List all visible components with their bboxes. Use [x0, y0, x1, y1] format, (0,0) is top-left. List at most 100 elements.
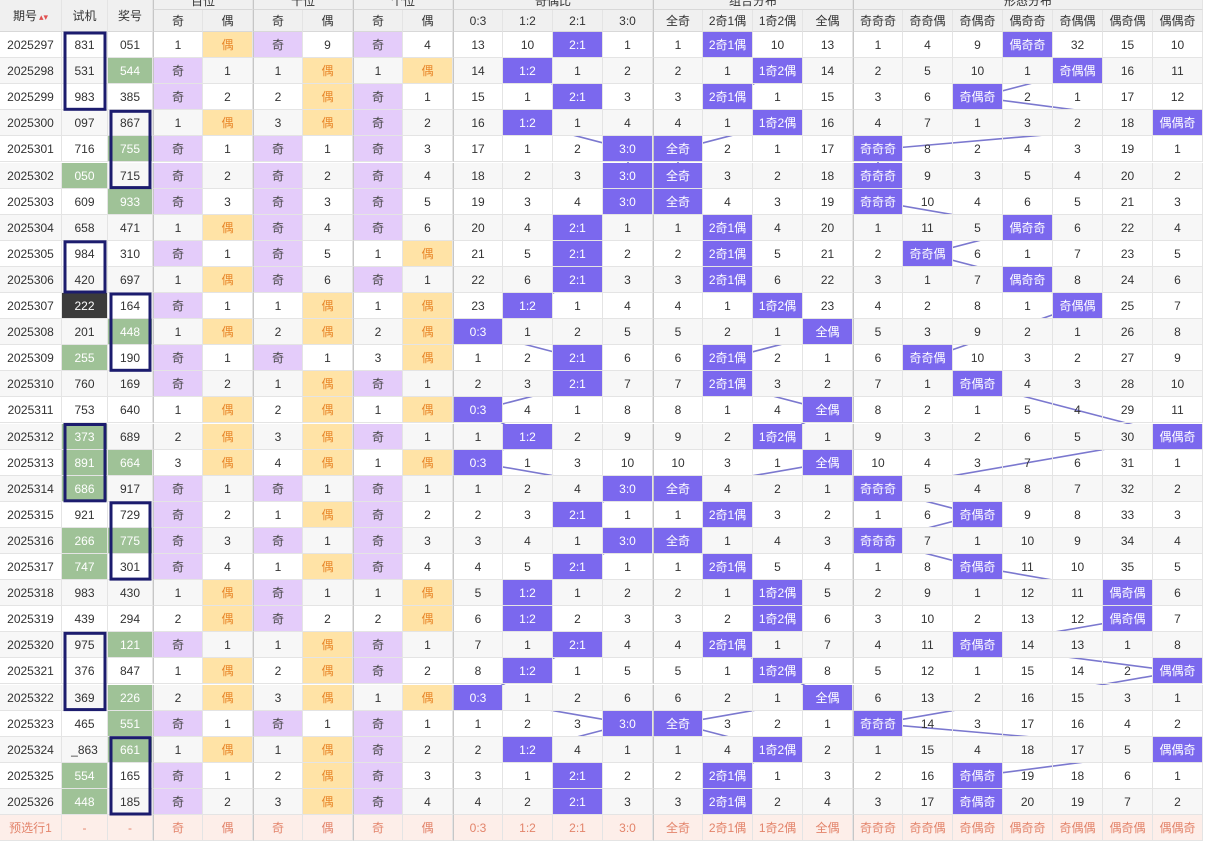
- shape-cell: 1: [953, 658, 1003, 685]
- ratio-hit-cell: 0:3: [453, 319, 503, 346]
- hundreds-odd-cell: 奇: [153, 345, 203, 372]
- shape-cell: 33: [1103, 501, 1153, 528]
- combo-cell: 3: [653, 84, 703, 111]
- units-even-cell: 偶: [403, 293, 453, 320]
- period-cell: 2025301: [0, 136, 62, 163]
- shape-cell: 15: [1103, 32, 1153, 59]
- subheader-ratio-0: 0:3: [453, 10, 503, 32]
- ratio-cell: 4: [503, 527, 553, 554]
- hundreds-even-cell: 偶: [203, 580, 253, 607]
- ratio-cell: 2: [603, 58, 653, 85]
- shape-cell: 17: [903, 788, 953, 815]
- ratio-cell: 7: [603, 371, 653, 398]
- trial-number-cell: 097: [62, 110, 108, 137]
- ratio-cell: 13: [453, 32, 503, 59]
- footer-select-f-4[interactable]: 奇偶偶: [1053, 815, 1103, 841]
- footer-select-b-1[interactable]: 偶: [203, 815, 253, 841]
- period-cell: 2025321: [0, 658, 62, 685]
- footer-select-r-3[interactable]: 3:0: [603, 815, 653, 841]
- shape-cell: 24: [1103, 266, 1153, 293]
- footer-select-r-1[interactable]: 1:2: [503, 815, 553, 841]
- combo-cell: 4: [653, 293, 703, 320]
- shape-cell: 10: [1003, 527, 1053, 554]
- hundreds-odd-cell: 奇: [153, 788, 203, 815]
- footer-select-c-0[interactable]: 全奇: [653, 815, 703, 841]
- shape-hit-cell: 偶偶奇: [1153, 658, 1203, 685]
- shape-hit-cell: 奇偶偶: [1053, 58, 1103, 85]
- shape-hit-cell: 偶偶奇: [1153, 110, 1203, 137]
- shape-cell: 5: [903, 58, 953, 85]
- hundreds-odd-cell: 奇: [153, 240, 203, 267]
- footer-select-f-3[interactable]: 偶奇奇: [1003, 815, 1053, 841]
- footer-select-r-2[interactable]: 2:1: [553, 815, 603, 841]
- footer-select-g-1[interactable]: 偶: [403, 815, 453, 841]
- shape-hit-cell: 偶奇奇: [1003, 32, 1053, 59]
- shape-cell: 7: [1103, 788, 1153, 815]
- footer-select-f-5[interactable]: 偶奇偶: [1103, 815, 1153, 841]
- subheader-shape-0: 奇奇奇: [853, 10, 903, 32]
- hundreds-even-cell: 偶: [203, 319, 253, 346]
- shape-cell: 1: [1153, 449, 1203, 476]
- period-cell: 2025305: [0, 240, 62, 267]
- combo-cell: 2: [753, 710, 803, 737]
- combo-cell: 1: [803, 345, 853, 372]
- footer-select-b-0[interactable]: 奇: [153, 815, 203, 841]
- subheader-ratio-1: 1:2: [503, 10, 553, 32]
- shape-cell: 1: [953, 527, 1003, 554]
- units-odd-cell: 1: [353, 58, 403, 85]
- trial-number-cell: 975: [62, 632, 108, 659]
- tens-odd-cell: 奇: [253, 580, 303, 607]
- shape-cell: 1: [903, 266, 953, 293]
- shape-cell: 4: [1003, 136, 1053, 163]
- ratio-hit-cell: 1:2: [503, 58, 553, 85]
- win-number-cell: 190: [108, 345, 153, 372]
- tens-even-cell: 偶: [303, 293, 353, 320]
- ratio-hit-cell: 2:1: [553, 266, 603, 293]
- ratio-cell: 4: [553, 736, 603, 763]
- ratio-cell: 1: [603, 214, 653, 241]
- hundreds-odd-cell: 奇: [153, 527, 203, 554]
- win-number-cell: 051: [108, 32, 153, 59]
- trial-number-cell: 753: [62, 397, 108, 424]
- period-cell: 2025311: [0, 397, 62, 424]
- footer-select-r-0[interactable]: 0:3: [453, 815, 503, 841]
- tens-odd-cell: 1: [253, 736, 303, 763]
- footer-select-f-1[interactable]: 奇奇偶: [903, 815, 953, 841]
- period-header[interactable]: 期号 ▴▾: [0, 0, 62, 32]
- win-number-cell: 430: [108, 580, 153, 607]
- units-odd-cell: 奇: [353, 475, 403, 502]
- footer-select-g-0[interactable]: 奇: [353, 815, 403, 841]
- win-number-cell: 551: [108, 710, 153, 737]
- shape-cell: 3: [1003, 110, 1053, 137]
- shape-hit-cell: 奇偶奇: [953, 501, 1003, 528]
- combo-cell: 19: [803, 188, 853, 215]
- combo-cell: 1: [703, 293, 753, 320]
- footer-select-c-2[interactable]: 1奇2偶: [753, 815, 803, 841]
- ratio-cell: 2: [603, 762, 653, 789]
- footer-select-f-6[interactable]: 偶偶奇: [1153, 815, 1203, 841]
- combo-cell: 9: [653, 423, 703, 450]
- shape-hit-cell: 奇奇奇: [853, 710, 903, 737]
- ratio-cell: 3: [453, 527, 503, 554]
- footer-select-s-0[interactable]: 奇: [253, 815, 303, 841]
- footer-select-c-3[interactable]: 全偶: [803, 815, 853, 841]
- ratio-cell: 9: [603, 423, 653, 450]
- ratio-cell: 2: [503, 345, 553, 372]
- ratio-cell: 1: [553, 580, 603, 607]
- combo-hit-cell: 2奇1偶: [703, 788, 753, 815]
- shape-cell: 2: [1153, 710, 1203, 737]
- shape-cell: 11: [903, 214, 953, 241]
- sort-icon[interactable]: ▴▾: [38, 12, 49, 22]
- ratio-cell: 1: [503, 762, 553, 789]
- ratio-cell: 3: [503, 501, 553, 528]
- shape-cell: 6: [903, 501, 953, 528]
- ratio-cell: 2: [503, 710, 553, 737]
- footer-select-f-2[interactable]: 奇偶奇: [953, 815, 1003, 841]
- combo-cell: 4: [653, 110, 703, 137]
- hundreds-even-cell: 偶: [203, 32, 253, 59]
- shape-cell: 14: [903, 710, 953, 737]
- footer-select-c-1[interactable]: 2奇1偶: [703, 815, 753, 841]
- tens-even-cell: 偶: [303, 397, 353, 424]
- footer-select-s-1[interactable]: 偶: [303, 815, 353, 841]
- footer-select-f-0[interactable]: 奇奇奇: [853, 815, 903, 841]
